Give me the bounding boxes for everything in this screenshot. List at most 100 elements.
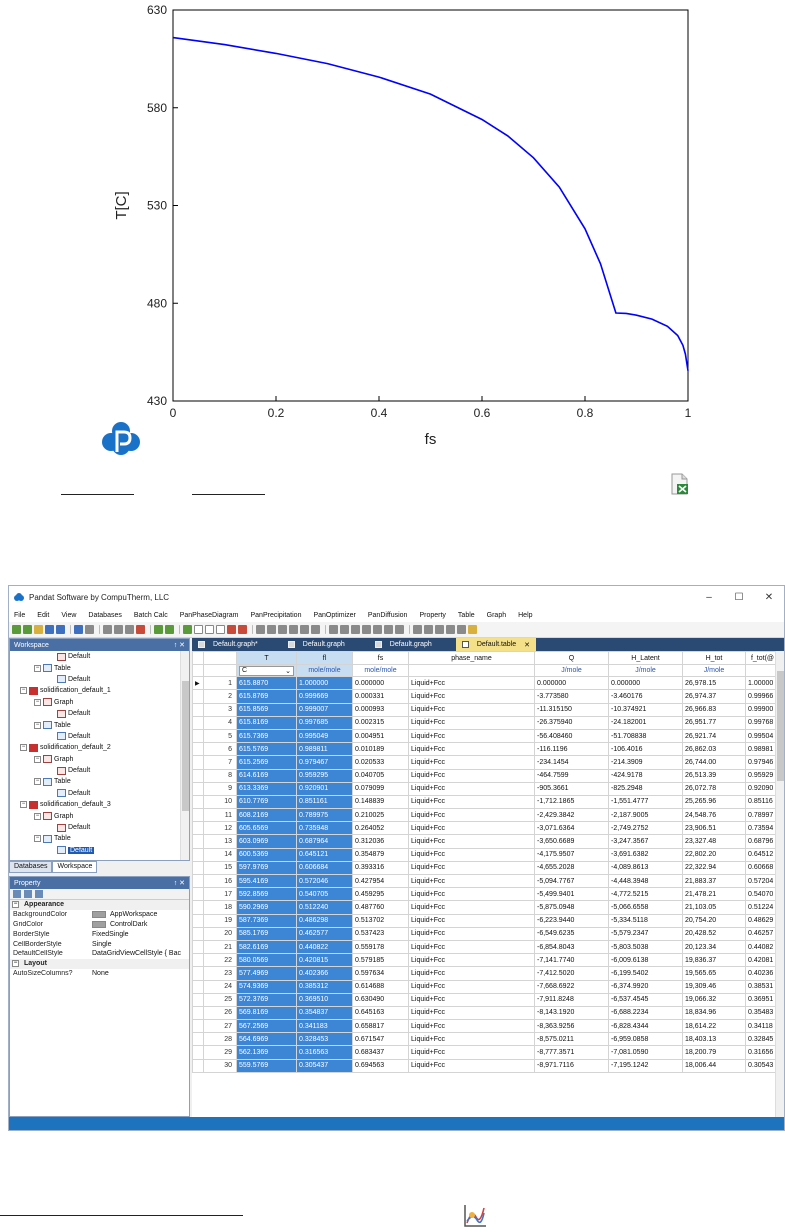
property-value-cell[interactable]: DataGridViewCellStyle { Bac	[92, 950, 181, 957]
toolbar-button-2[interactable]	[34, 625, 43, 634]
table-cell[interactable]: 592.8569	[236, 887, 297, 902]
table-cell[interactable]: 26,744.00	[682, 755, 746, 770]
table-row[interactable]: 24 574.9369 0.385312 0.614688 Liquid+Fcc -7,6…	[192, 979, 780, 994]
toolbar-button-17[interactable]	[183, 625, 192, 634]
toolbar-button-6[interactable]	[74, 625, 83, 634]
table-cell[interactable]: -8,363.9256	[534, 1019, 609, 1034]
row-selector[interactable]	[192, 702, 204, 717]
row-selector[interactable]	[192, 1032, 204, 1047]
table-cell[interactable]: -106.4016	[608, 742, 683, 757]
table-cell[interactable]: -8,143.1920	[534, 1005, 609, 1021]
table-cell[interactable]: 0.020533	[352, 755, 409, 770]
tree-item[interactable]: Default	[10, 788, 179, 799]
table-cell[interactable]: 614.6169	[236, 768, 297, 783]
table-cell[interactable]: 0.459295	[352, 887, 409, 902]
toolbar-button-19[interactable]	[205, 625, 214, 634]
table-cell[interactable]: Liquid+Fcc	[408, 926, 535, 941]
column-header[interactable]: H_tot	[682, 651, 746, 666]
tree-item[interactable]: − Graph	[10, 810, 179, 821]
toolbar-button-24[interactable]	[256, 625, 265, 634]
table-cell[interactable]: -905.3661	[534, 781, 609, 796]
table-cell[interactable]: Liquid+Fcc	[408, 728, 535, 744]
table-cell[interactable]: 0.385312	[296, 979, 353, 994]
table-cell[interactable]: 0.210025	[352, 808, 409, 823]
menu-panoptimizer[interactable]: PanOptimizer	[313, 611, 356, 619]
table-cell[interactable]: -6,549.6235	[534, 926, 609, 941]
table-row[interactable]: 25 572.3769 0.369510 0.630490 Liquid+Fcc -7,9…	[192, 992, 780, 1007]
table-row[interactable]: 15 597.9769 0.606684 0.393316 Liquid+Fcc -4,6…	[192, 860, 780, 876]
table-cell[interactable]: 615.8870	[236, 676, 297, 691]
table-cell[interactable]: Liquid+Fcc	[408, 781, 535, 796]
property-category[interactable]: − Appearance	[10, 900, 189, 910]
table-cell[interactable]: -4,655.2028	[534, 860, 609, 876]
toolbar-button-40[interactable]	[424, 625, 433, 634]
table-cell[interactable]: Liquid+Fcc	[408, 1045, 535, 1060]
graph-icon[interactable]	[462, 1203, 488, 1229]
table-row[interactable]: 27 567.2569 0.341183 0.658817 Liquid+Fcc -8,3…	[192, 1019, 780, 1034]
table-cell[interactable]: -3,247.3567	[608, 834, 683, 849]
tree-toggle-icon[interactable]: −	[20, 687, 27, 695]
toolbar-button-25[interactable]	[267, 625, 276, 634]
table-cell[interactable]: 0.671547	[352, 1032, 409, 1047]
toolbar-button-44[interactable]	[468, 625, 477, 634]
menu-panphasediagram[interactable]: PanPhaseDiagram	[179, 611, 239, 619]
table-cell[interactable]: 0.393316	[352, 860, 409, 876]
table-cell[interactable]: 608.2169	[236, 808, 297, 823]
toolbar-button-29[interactable]	[311, 625, 320, 634]
table-cell[interactable]: 582.6169	[236, 939, 297, 955]
tree-toggle-icon[interactable]: −	[34, 664, 41, 672]
table-cell[interactable]: 0.148839	[352, 794, 409, 810]
table-cell[interactable]: Liquid+Fcc	[408, 821, 535, 836]
table-row[interactable]: 29 562.1369 0.316563 0.683437 Liquid+Fcc -8,7…	[192, 1045, 780, 1060]
table-row[interactable]: 6 615.5769 0.989811 0.010189 Liquid+Fcc -116.…	[192, 742, 780, 757]
table-cell[interactable]: 26,951.77	[682, 715, 746, 730]
toolbar-button-18[interactable]	[194, 625, 203, 634]
excel-export-icon[interactable]	[668, 473, 690, 495]
tree-item[interactable]: Default	[10, 651, 179, 662]
toolbar-button-7[interactable]	[85, 625, 94, 634]
table-cell[interactable]: 615.8569	[236, 702, 297, 717]
table-cell[interactable]: 564.6969	[236, 1032, 297, 1047]
table-cell[interactable]: -4,448.3948	[608, 873, 683, 889]
table-row[interactable]: 21 582.6169 0.440822 0.559178 Liquid+Fcc -6,8…	[192, 939, 780, 955]
table-cell[interactable]: -10.374921	[608, 702, 683, 717]
table-row[interactable]: 8 614.6169 0.959295 0.040705 Liquid+Fcc -464.…	[192, 768, 780, 783]
table-cell[interactable]: -424.9178	[608, 768, 683, 783]
toolbar-button-31[interactable]	[329, 625, 338, 634]
table-cell[interactable]: 0.614688	[352, 979, 409, 994]
row-selector[interactable]	[192, 781, 204, 796]
toolbar-button-21[interactable]	[227, 625, 236, 634]
table-cell[interactable]: -1,712.1865	[534, 794, 609, 810]
table-cell[interactable]: 26,966.83	[682, 702, 746, 717]
row-selector[interactable]	[192, 742, 204, 757]
category-toggle-icon[interactable]: −	[12, 960, 19, 968]
table-cell[interactable]: Liquid+Fcc	[408, 702, 535, 717]
table-cell[interactable]: 585.1769	[236, 926, 297, 941]
property-row[interactable]: BorderStyle FixedSingle	[10, 929, 189, 939]
table-cell[interactable]: 0.487760	[352, 900, 409, 915]
table-cell[interactable]: 0.630490	[352, 992, 409, 1007]
table-row[interactable]: 2 615.8769 0.999669 0.000331 Liquid+Fcc -3.77…	[192, 689, 780, 704]
table-cell[interactable]: 21,103.05	[682, 900, 746, 915]
table-cell[interactable]: 0.004951	[352, 728, 409, 744]
table-cell[interactable]: 615.8169	[236, 715, 297, 730]
table-cell[interactable]: 0.486298	[296, 913, 353, 928]
table-cell[interactable]: 19,066.32	[682, 992, 746, 1007]
table-cell[interactable]: -8,777.3571	[534, 1045, 609, 1060]
table-cell[interactable]: 26,974.37	[682, 689, 746, 704]
table-cell[interactable]: 0.645163	[352, 1005, 409, 1021]
table-cell[interactable]: 610.7769	[236, 794, 297, 810]
table-cell[interactable]: Liquid+Fcc	[408, 768, 535, 783]
toolbar-button-43[interactable]	[457, 625, 466, 634]
table-cell[interactable]: -3.773580	[534, 689, 609, 704]
tree-item[interactable]: − Table	[10, 719, 179, 730]
table-row[interactable]: 7 615.2569 0.979467 0.020533 Liquid+Fcc -234.…	[192, 755, 780, 770]
menu-panprecipitation[interactable]: PanPrecipitation	[250, 611, 302, 619]
table-cell[interactable]: Liquid+Fcc	[408, 992, 535, 1007]
table-cell[interactable]: 0.687964	[296, 834, 353, 849]
row-selector[interactable]	[192, 926, 204, 941]
table-cell[interactable]: -2,429.3842	[534, 808, 609, 823]
table-cell[interactable]: 0.420815	[296, 953, 353, 968]
toolbar-button-4[interactable]	[56, 625, 65, 634]
property-value-cell[interactable]: None	[92, 970, 109, 977]
